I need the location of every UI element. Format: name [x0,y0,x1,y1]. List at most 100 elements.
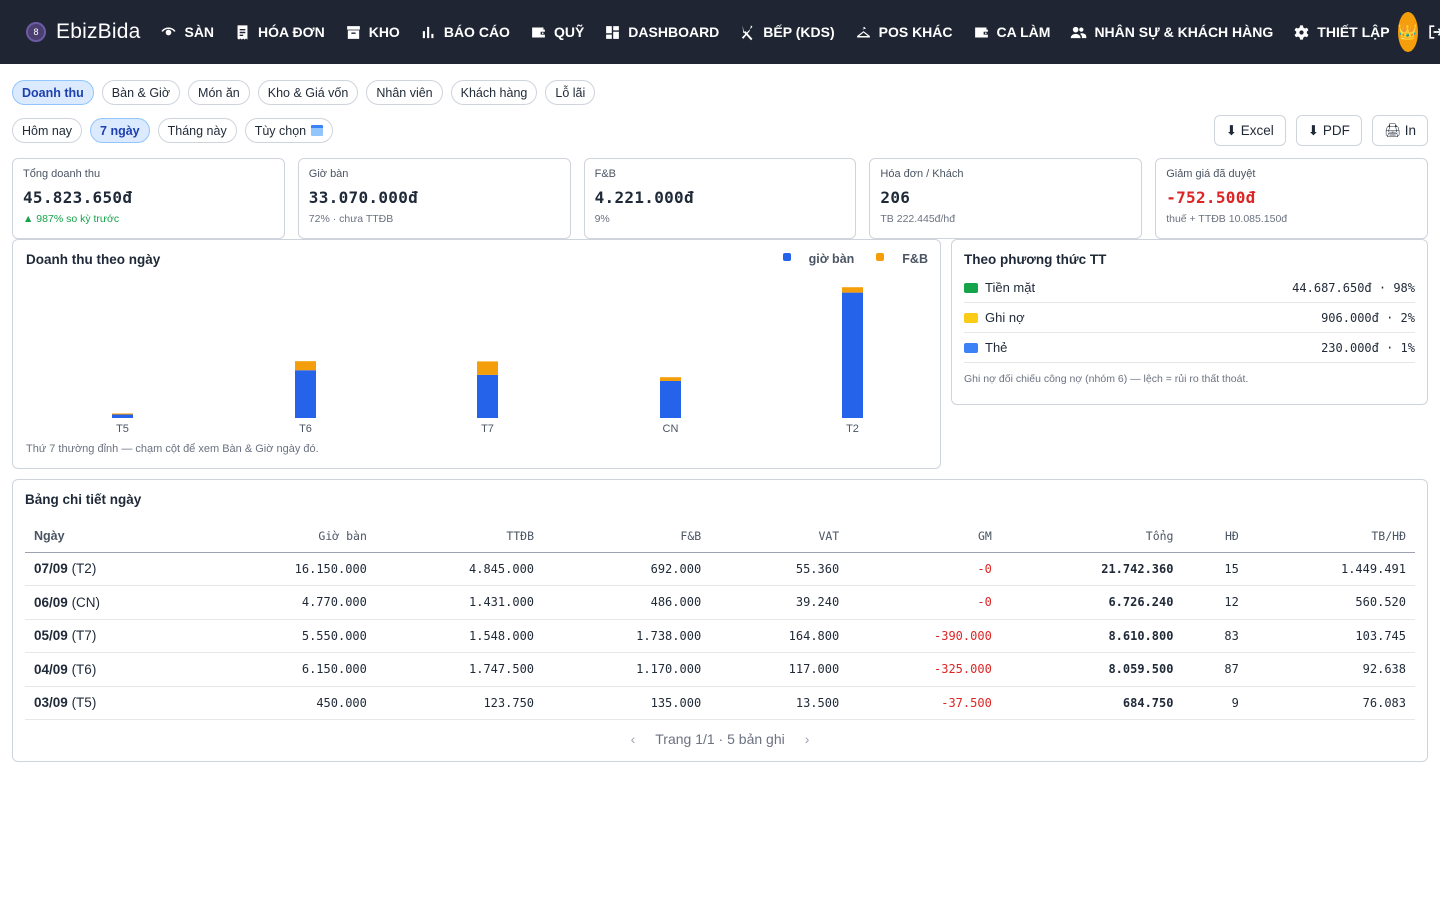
cell-gio_ban: 6.150.000 [194,652,376,687]
period-tab-3[interactable]: Tùy chọn [244,118,334,143]
nav-item-label: DASHBOARD [628,24,720,40]
people-icon [1071,26,1087,38]
brand[interactable]: 8 EbizBida [26,20,140,44]
cell-hd: 15 [1182,552,1248,586]
table-row[interactable]: 07/09 (T2) 16.150.000 4.845.000 692.000 55.3… [25,552,1415,586]
period-tab-0[interactable]: Hôm nay [12,118,83,143]
date-value: 07/09 [34,561,68,577]
bar-gio-ban-T2[interactable] [842,292,863,418]
table-row[interactable]: 04/09 (T6) 6.150.000 1.747.500 1.170.000 117… [25,652,1415,687]
stat-value: 206 [880,188,911,207]
payment-method: Tiền mặt [964,280,1035,295]
cell-vat: 13.500 [710,686,849,720]
column-header: GM [848,521,1001,553]
cell-vat: 39.240 [710,585,849,620]
wallet-icon [532,27,545,37]
nav-item-label: SÀN [184,24,215,40]
payment-methods-panel: Theo phương thức TT Tiền mặt 44.687.650đ … [951,239,1428,405]
cell-fnb: 1.738.000 [543,619,711,653]
bar-fnb-T7[interactable] [477,361,498,375]
nav-item-label: CA LÀM [996,24,1051,40]
nav-item-label: QUỸ [553,24,585,40]
table-title: Bảng chi tiết ngày [25,492,142,507]
stat-label: Giảm giá đã duyệt [1166,168,1256,180]
report-tab-4[interactable]: Nhân viên [366,80,443,105]
prev-page-button[interactable]: ‹ [630,731,636,747]
logout-button[interactable]: RA [1426,22,1440,42]
period-tab-2[interactable]: Tháng này [157,118,237,143]
cell-fnb: 486.000 [543,585,711,620]
day-of-week: (T6) [71,661,97,677]
archive-icon [346,25,360,39]
bar-fnb-CN[interactable] [660,377,681,381]
receipt-icon [237,24,248,40]
report-tab-5[interactable]: Khách hàng [450,80,538,105]
cell-gio_ban: 16.150.000 [194,552,376,586]
report-tab-6[interactable]: Lỗ lãi [545,80,596,105]
cell-date: 05/09 (T7) [25,619,195,653]
stat-label: Hóa đơn / Khách [880,168,964,180]
nav-item-4[interactable]: QUỸ [530,24,584,41]
avatar[interactable]: 👑 [1397,12,1418,52]
report-tab-1[interactable]: Bàn & Giờ [101,80,181,105]
stat-value: -752.500đ [1166,188,1256,207]
bar-gio-ban-CN[interactable] [660,380,681,418]
export-pdf-button[interactable]: ⬇ PDF [1295,115,1362,146]
chart-legend: giờ bàn F&B [782,252,928,266]
cell-hd: 9 [1182,686,1248,720]
cell-date: 07/09 (T2) [25,552,195,586]
cell-vat: 55.360 [710,552,849,586]
nav-item-7[interactable]: POS KHÁC [855,24,953,41]
cell-ttdb: 1.747.500 [375,652,544,687]
brand-logo-icon: 8 [26,22,46,42]
bar-fnb-T6[interactable] [295,361,316,371]
nav-item-2[interactable]: KHO [345,24,400,41]
bar-fnb-T2[interactable] [842,287,863,293]
next-page-button[interactable]: › [804,731,810,747]
period-tab-1[interactable]: 7 ngày [90,118,150,143]
table-row[interactable]: 05/09 (T7) 5.550.000 1.548.000 1.738.000 164… [25,619,1415,653]
bar-gio-ban-T6[interactable] [295,370,316,418]
day-of-week: (CN) [71,594,101,610]
period-tab-label: Tháng này [167,123,227,138]
cell-tong: 8.059.500 [1000,652,1183,687]
stat-sub: TB 222.445đ/hđ [880,213,956,225]
nav-item-0[interactable]: SÀN [160,24,214,41]
report-tab-0[interactable]: Doanh thu [12,80,94,105]
cell-date: 04/09 (T6) [25,652,195,687]
x-tick-label: T2 [846,423,859,435]
nav-item-5[interactable]: DASHBOARD [604,24,719,41]
column-header: Tổng [1000,521,1183,553]
cell-tb: 103.745 [1247,619,1415,653]
report-tabs: Doanh thu Bàn & Giờ Món ăn Kho & Giá vốn Nhâ… [12,80,596,105]
cell-hd: 83 [1182,619,1248,653]
logout-icon [1428,25,1440,39]
brand-name: EbizBida [56,20,141,43]
table-row[interactable]: 03/09 (T5) 450.000 123.750 135.000 13.500 -37… [25,686,1415,720]
bar-gio-ban-T7[interactable] [477,374,498,418]
bar-fnb-T5[interactable] [112,413,133,415]
report-tab-2[interactable]: Món ăn [188,80,250,105]
nav-item-1[interactable]: HÓA ĐƠN [234,24,325,41]
nav-item-8[interactable]: CA LÀM [973,24,1051,41]
cell-fnb: 692.000 [543,552,711,586]
stat-card: F&B 4.221.000đ 9% [583,158,857,239]
table-row[interactable]: 06/09 (CN) 4.770.000 1.431.000 486.000 39.24… [25,585,1415,620]
nav-menu: SÀN HÓA ĐƠN KHO BÁO CÁO QUỸ DASHBOARD BẾP (KDS… [160,24,1409,41]
cell-fnb: 1.170.000 [543,652,711,687]
nav-item-label: NHÂN SỰ & KHÁCH HÀNG [1094,24,1274,40]
nav-item-10[interactable]: THIẾT LẬP [1293,24,1390,41]
nav-item-9[interactable]: NHÂN SỰ & KHÁCH HÀNG [1070,24,1273,41]
nav-item-3[interactable]: BÁO CÁO [420,24,510,41]
bar-chart-icon [422,26,434,38]
print-button[interactable]: 🖨 In [1371,115,1428,146]
cell-vat: 117.000 [710,652,849,687]
eye-icon [161,27,177,35]
report-tab-3[interactable]: Kho & Giá vốn [257,80,359,105]
column-header: F&B [543,521,711,553]
column-header: Ngày [25,521,195,553]
table-body: 07/09 (T2) 16.150.000 4.845.000 692.000 55.3… [25,552,1415,720]
bar-gio-ban-T5[interactable] [112,414,133,418]
nav-item-6[interactable]: BẾP (KDS) [739,24,835,41]
export-excel-button[interactable]: ⬇ Excel [1213,115,1286,146]
